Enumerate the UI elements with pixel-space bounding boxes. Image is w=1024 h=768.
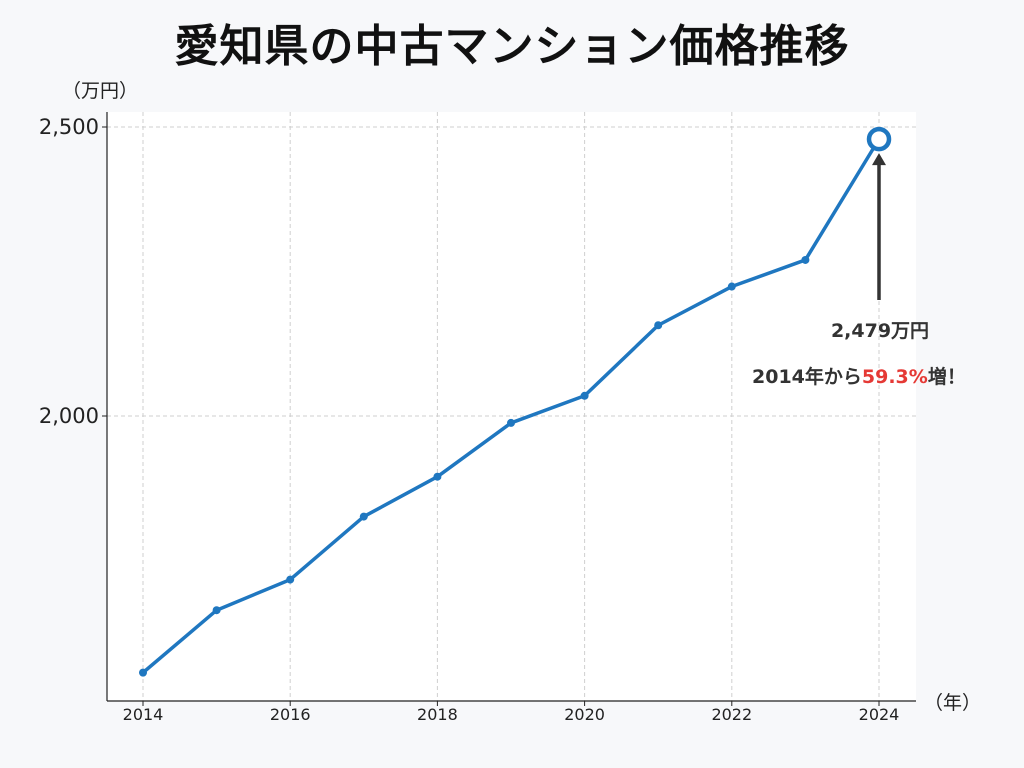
ticks: 2,000 2,500 2014 2016 2018 2020 2022 2024 bbox=[39, 115, 899, 724]
x-tick-label: 2022 bbox=[711, 705, 752, 724]
x-tick-label: 2014 bbox=[123, 705, 164, 724]
data-point bbox=[654, 321, 663, 330]
data-point bbox=[801, 255, 810, 264]
annotation-change-prefix: 2014年から bbox=[752, 366, 862, 388]
annotation-arrow bbox=[872, 153, 886, 300]
y-axis-unit: （万円） bbox=[62, 80, 139, 102]
data-point bbox=[507, 418, 515, 427]
annotation-value: 2,479万円 bbox=[830, 320, 930, 342]
data-point bbox=[433, 472, 442, 481]
annotation-change-suffix: 増！ bbox=[927, 366, 966, 388]
y-tick-label: 2,000 bbox=[39, 404, 99, 428]
x-tick-label: 2016 bbox=[270, 705, 311, 724]
data-point bbox=[212, 606, 221, 615]
grid bbox=[107, 112, 916, 701]
arrow-head bbox=[872, 153, 886, 166]
x-tick-label: 2024 bbox=[859, 705, 900, 724]
data-point bbox=[727, 282, 736, 291]
data-point bbox=[359, 512, 368, 521]
data-point bbox=[139, 668, 147, 677]
data-point bbox=[286, 575, 295, 584]
annotation-change: 2014年から59.3%増！ bbox=[752, 362, 966, 389]
plot-area bbox=[107, 112, 916, 701]
annotation-change-highlight: 59.3% bbox=[861, 366, 928, 388]
x-tick-label: 2018 bbox=[417, 705, 458, 724]
data-point bbox=[580, 391, 589, 400]
x-tick-label: 2020 bbox=[564, 705, 605, 724]
y-tick-label: 2,500 bbox=[39, 115, 99, 139]
series bbox=[139, 126, 892, 677]
page-title: 愛知県の中古マンション価格推移 bbox=[174, 21, 850, 72]
highlight-point bbox=[866, 126, 892, 152]
x-axis-unit: （年） bbox=[924, 692, 982, 714]
axes bbox=[106, 112, 916, 702]
